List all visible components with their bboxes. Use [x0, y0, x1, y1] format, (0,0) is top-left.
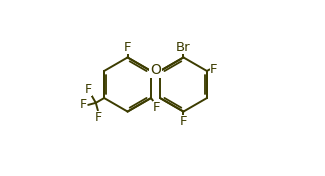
Text: F: F: [210, 63, 217, 76]
Text: Br: Br: [176, 41, 191, 54]
Text: F: F: [124, 41, 131, 54]
Text: F: F: [85, 83, 92, 96]
Text: F: F: [180, 115, 187, 128]
Text: F: F: [80, 98, 87, 111]
Text: F: F: [153, 101, 161, 114]
Text: O: O: [150, 63, 161, 77]
Text: F: F: [95, 111, 102, 124]
